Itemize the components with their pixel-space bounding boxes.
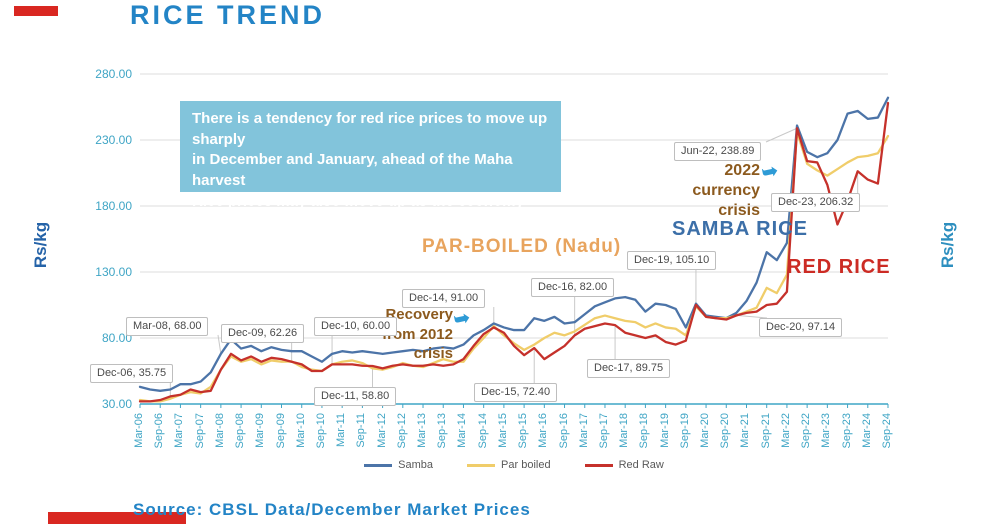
chart-canvas — [138, 73, 890, 408]
x-axis-label: Mar-08 — [213, 413, 226, 448]
legend-swatch — [364, 463, 393, 467]
x-axis-label: Sep-15 — [517, 413, 530, 449]
x-axis-label: Sep-14 — [476, 413, 489, 449]
x-axis-label: Mar-23 — [820, 413, 833, 448]
x-axis-label: Sep-20 — [719, 413, 732, 449]
source-caption: Source: CBSL Data/December Market Prices — [133, 500, 531, 519]
callout-leader-line — [736, 314, 768, 319]
currency-crisis-annotation: 2022 currency crisis — [692, 162, 760, 219]
y-axis-label: 280.00 — [95, 67, 132, 81]
x-axis-label: Mar-19 — [658, 413, 671, 448]
data-callout: Dec-23, 206.32 — [771, 193, 861, 212]
x-axis-label: Mar-12 — [375, 413, 388, 448]
par-boiled-series-label: PAR-BOILED (Nadu) — [422, 236, 622, 257]
data-callout: Dec-20, 97.14 — [759, 318, 843, 337]
data-callout: Jun-22, 238.89 — [674, 142, 762, 161]
y-axis-title-right: Rs/kg — [938, 221, 958, 269]
y-axis-label: 130.00 — [95, 265, 132, 279]
data-callout: Dec-19, 105.10 — [627, 251, 717, 270]
red-bar-decoration — [48, 512, 186, 524]
data-callout: Dec-11, 58.80 — [314, 387, 397, 406]
x-axis-label: Mar-09 — [254, 413, 267, 448]
x-axis-label: Mar-21 — [739, 413, 752, 448]
x-axis-label: Sep-18 — [638, 413, 651, 449]
legend-item-par-boiled: Par boiled — [467, 459, 551, 471]
y-axis-label: 30.00 — [101, 397, 132, 411]
x-axis-label: Mar-22 — [779, 413, 792, 448]
x-axis-label: Mar-17 — [577, 413, 590, 448]
chart-note: There is a tendency for red rice prices … — [180, 101, 561, 251]
data-callout: Dec-17, 89.75 — [587, 359, 671, 378]
x-axis-label: Sep-06 — [153, 413, 166, 449]
page-title: RICE TREND — [130, 0, 326, 30]
x-axis-label: Sep-24 — [881, 413, 893, 449]
x-axis-label: Mar-18 — [618, 413, 631, 448]
x-axis-label: Sep-21 — [759, 413, 772, 449]
x-axis-label: Sep-12 — [395, 413, 408, 449]
legend-item-samba: Samba — [364, 459, 433, 471]
legend-label: Samba — [398, 459, 434, 471]
x-axis-label: Sep-11 — [355, 413, 368, 448]
x-axis-label: Sep-23 — [840, 413, 853, 449]
data-callout: Dec-16, 82.00 — [531, 278, 615, 297]
red-dash-decoration — [14, 6, 58, 16]
x-axis-label: Mar-24 — [860, 413, 873, 448]
data-callout: Dec-15, 72.40 — [474, 383, 558, 402]
x-axis-label: Mar-07 — [173, 413, 186, 448]
data-callout: Dec-10, 60.00 — [314, 317, 398, 336]
x-axis-label: Mar-20 — [699, 413, 712, 448]
red-rice-series-label: RED RICE — [787, 256, 891, 278]
x-axis-label: Sep-22 — [800, 413, 813, 449]
y-axis-title-left: Rs/kg — [31, 221, 51, 269]
legend-item-red-raw: Red Raw — [584, 459, 664, 471]
y-axis-label: 230.00 — [95, 133, 132, 147]
x-axis-label: Sep-13 — [436, 413, 449, 449]
x-axis-label: Mar-13 — [416, 413, 429, 448]
x-axis-label: Sep-07 — [193, 413, 206, 449]
data-callout: Mar-08, 68.00 — [126, 317, 209, 336]
x-axis-label: Sep-08 — [234, 413, 247, 449]
x-axis-label: Mar-15 — [496, 413, 509, 448]
x-axis-label: Mar-11 — [335, 413, 348, 448]
y-axis-label: 80.00 — [101, 331, 132, 345]
samba-rice-series-label: SAMBA RICE — [672, 218, 808, 240]
data-callout: Dec-14, 91.00 — [402, 289, 486, 308]
x-axis-label: Sep-19 — [678, 413, 691, 449]
callout-leader-line — [765, 127, 798, 143]
x-axis-label: Sep-10 — [314, 413, 327, 449]
legend-label: Red Raw — [618, 459, 664, 471]
data-callout: Dec-06, 35.75 — [90, 364, 174, 383]
legend-swatch — [584, 463, 613, 467]
x-axis-label: Mar-10 — [294, 413, 307, 448]
chart-plot-area: 30.00 80.00 130.00 180.00 230.00 280.00 Mar-0… — [90, 65, 893, 448]
x-axis-label: Mar-16 — [537, 413, 550, 448]
x-axis-label: Sep-17 — [597, 413, 610, 449]
par-boiled-line — [138, 130, 890, 403]
samba-line — [138, 96, 890, 392]
legend-swatch — [467, 463, 496, 467]
callout-leader-line — [217, 334, 222, 354]
x-axis-label: Sep-16 — [557, 413, 570, 449]
red-raw-line — [138, 101, 890, 403]
x-axis-label: Sep-09 — [274, 413, 287, 449]
x-axis-label: Mar-06 — [133, 413, 145, 448]
chart-legend: Samba Par boiled Red Raw — [140, 459, 888, 471]
x-axis-label: Mar-14 — [456, 413, 469, 448]
y-axis-label: 180.00 — [95, 199, 132, 213]
legend-label: Par boiled — [501, 459, 551, 471]
data-callout: Dec-09, 62.26 — [221, 324, 305, 343]
